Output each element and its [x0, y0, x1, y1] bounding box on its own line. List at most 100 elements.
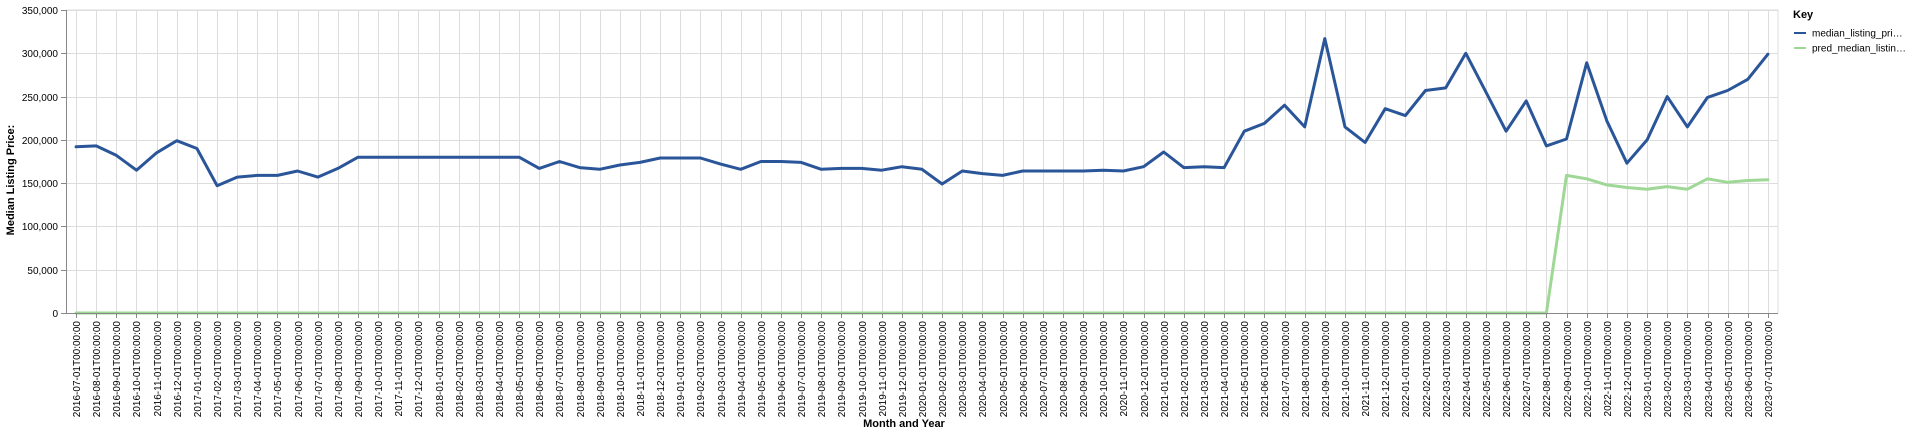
legend-label: median_listing_pri… [1812, 29, 1903, 40]
x-tick-label: 2023-06-01T00:00:00 [1744, 321, 1755, 418]
legend-items: median_listing_pri… pred_median_listin… [1794, 29, 1906, 55]
x-tick-label: 2016-11-01T00:00:00 [153, 321, 164, 417]
x-tick-label: 2018-04-01T00:00:00 [495, 321, 506, 418]
x-tick-label: 2020-08-01T00:00:00 [1059, 321, 1070, 418]
y-tick-label: 50,000 [27, 266, 58, 277]
x-tick-label: 2018-10-01T00:00:00 [616, 321, 627, 418]
y-tick-label: 0 [52, 309, 58, 320]
x-tick-label: 2018-07-01T00:00:00 [555, 321, 566, 418]
x-tick-label: 2018-08-01T00:00:00 [576, 321, 587, 418]
x-tick-label: 2023-05-01T00:00:00 [1724, 321, 1735, 418]
x-tick-label: 2021-09-01T00:00:00 [1321, 321, 1332, 418]
x-tick-label: 2019-11-01T00:00:00 [878, 321, 889, 417]
x-tick-label: 2023-03-01T00:00:00 [1683, 321, 1694, 418]
x-tick-label: 2021-07-01T00:00:00 [1281, 321, 1292, 418]
y-axis: 0 50,000 100,000 150,000 200,000 250,000 300,0… [22, 6, 67, 320]
x-tick-label: 2022-06-01T00:00:00 [1502, 321, 1513, 418]
x-tick-label: 2018-03-01T00:00:00 [475, 321, 486, 418]
x-tick-label: 2020-02-01T00:00:00 [938, 321, 949, 418]
x-tick-label: 2019-02-01T00:00:00 [696, 321, 707, 418]
x-tick-label: 2018-02-01T00:00:00 [455, 321, 466, 418]
x-tick-label: 2019-10-01T00:00:00 [858, 321, 869, 418]
x-tick-label: 2021-04-01T00:00:00 [1220, 321, 1231, 418]
y-tick-label: 250,000 [22, 93, 59, 104]
x-tick-label: 2021-10-01T00:00:00 [1341, 321, 1352, 418]
x-tick-label: 2023-07-01T00:00:00 [1764, 321, 1775, 418]
x-tick-label: 2018-09-01T00:00:00 [596, 321, 607, 418]
x-tick-label: 2019-05-01T00:00:00 [757, 321, 768, 418]
x-tick-label: 2020-11-01T00:00:00 [1119, 321, 1130, 417]
x-tick-label: 2019-09-01T00:00:00 [837, 321, 848, 418]
x-tick-label: 2021-12-01T00:00:00 [1381, 321, 1392, 418]
legend: Key median_listing_pri… pred_median_listi… [1793, 9, 1906, 55]
x-tick-label: 2017-09-01T00:00:00 [354, 321, 365, 418]
x-tick-label: 2017-06-01T00:00:00 [294, 321, 305, 418]
x-tick-label: 2020-06-01T00:00:00 [1019, 321, 1030, 418]
x-tick-label: 2021-03-01T00:00:00 [1200, 321, 1211, 418]
x-tick-label: 2021-05-01T00:00:00 [1240, 321, 1251, 418]
x-tick-label: 2021-11-01T00:00:00 [1361, 321, 1372, 417]
x-tick-label: 2019-03-01T00:00:00 [717, 321, 728, 418]
x-tick-label: 2018-12-01T00:00:00 [656, 321, 667, 418]
x-tick-label: 2021-01-01T00:00:00 [1160, 321, 1171, 418]
x-tick-label: 2019-07-01T00:00:00 [797, 321, 808, 418]
series-line-0 [74, 37, 1770, 188]
x-tick-label: 2020-04-01T00:00:00 [978, 321, 989, 418]
x-tick-label: 2019-04-01T00:00:00 [737, 321, 748, 418]
x-tick-label: 2022-01-01T00:00:00 [1401, 321, 1412, 418]
x-tick-label: 2017-08-01T00:00:00 [334, 321, 345, 418]
x-tick-label: 2017-03-01T00:00:00 [233, 321, 244, 418]
x-tick-label: 2020-05-01T00:00:00 [999, 321, 1010, 418]
x-tick-label: 2019-01-01T00:00:00 [676, 321, 687, 418]
x-axis-title: Month and Year [863, 418, 945, 430]
x-tick-label: 2016-08-01T00:00:00 [92, 321, 103, 418]
x-tick-label: 2022-02-01T00:00:00 [1422, 321, 1433, 418]
x-tick-label: 2018-11-01T00:00:00 [636, 321, 647, 417]
x-tick-label: 2017-05-01T00:00:00 [273, 321, 284, 418]
x-tick-label: 2019-12-01T00:00:00 [898, 321, 909, 418]
x-tick-label: 2019-08-01T00:00:00 [817, 321, 828, 418]
x-tick-label: 2022-11-01T00:00:00 [1603, 321, 1614, 417]
x-tick-label: 2022-08-01T00:00:00 [1542, 321, 1553, 418]
x-tick-label: 2020-10-01T00:00:00 [1099, 321, 1110, 418]
x-tick-label: 2017-04-01T00:00:00 [253, 321, 264, 418]
x-axis: 2016-07-01T00:00:00 2016-08-01T00:00:00 20… [66, 313, 1778, 417]
x-tick-label: 2021-06-01T00:00:00 [1260, 321, 1271, 418]
x-tick-label: 2022-09-01T00:00:00 [1563, 321, 1574, 418]
x-tick-label: 2017-02-01T00:00:00 [213, 321, 224, 418]
y-axis-title: Median Listing Price: [5, 125, 17, 236]
x-tick-label: 2022-10-01T00:00:00 [1583, 321, 1594, 418]
legend-title: Key [1793, 9, 1814, 21]
x-tick-label: 2020-12-01T00:00:00 [1140, 321, 1151, 418]
x-tick-label: 2016-09-01T00:00:00 [112, 321, 123, 418]
axes: 0 50,000 100,000 150,000 200,000 250,000 300,0… [22, 6, 1778, 417]
y-tick-label: 350,000 [22, 6, 59, 17]
x-tick-label: 2020-01-01T00:00:00 [918, 321, 929, 418]
x-tick-label: 2018-01-01T00:00:00 [435, 321, 446, 418]
x-tick-label: 2017-12-01T00:00:00 [414, 321, 425, 418]
x-tick-label: 2018-05-01T00:00:00 [515, 321, 526, 418]
x-tick-label: 2019-06-01T00:00:00 [777, 321, 788, 418]
x-tick-label: 2021-08-01T00:00:00 [1301, 321, 1312, 418]
x-tick-label: 2021-02-01T00:00:00 [1180, 321, 1191, 418]
x-tick-label: 2020-03-01T00:00:00 [958, 321, 969, 418]
x-tick-label: 2022-12-01T00:00:00 [1623, 321, 1634, 418]
x-tick-label: 2022-03-01T00:00:00 [1442, 321, 1453, 418]
x-tick-label: 2020-09-01T00:00:00 [1079, 321, 1090, 418]
x-tick-label: 2017-10-01T00:00:00 [374, 321, 385, 418]
legend-label: pred_median_listin… [1812, 44, 1906, 55]
y-tick-label: 300,000 [22, 49, 59, 60]
x-tick-label: 2017-11-01T00:00:00 [394, 321, 405, 417]
y-tick-label: 100,000 [22, 222, 59, 233]
grid [66, 9, 1779, 314]
x-tick-label: 2018-06-01T00:00:00 [535, 321, 546, 418]
y-tick-label: 150,000 [22, 179, 59, 190]
x-tick-label: 2023-01-01T00:00:00 [1643, 321, 1654, 418]
y-tick-label: 200,000 [22, 136, 59, 147]
x-tick-label: 2016-10-01T00:00:00 [132, 321, 143, 418]
x-tick-label: 2017-01-01T00:00:00 [193, 321, 204, 418]
x-tick-label: 2022-07-01T00:00:00 [1522, 321, 1533, 418]
x-tick-label: 2023-02-01T00:00:00 [1663, 321, 1674, 418]
